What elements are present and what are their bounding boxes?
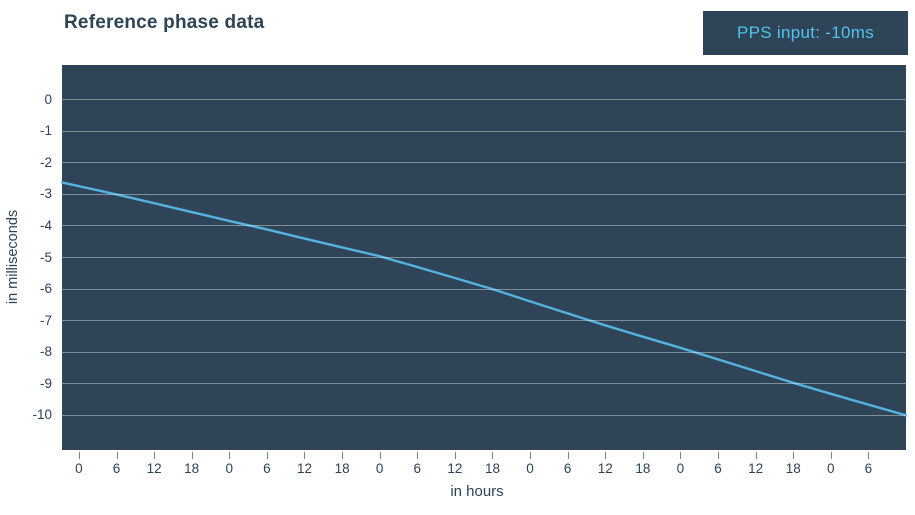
x-tick-mark [680,452,682,459]
x-tick-label: 6 [263,461,271,476]
y-tick-label: -4 [39,217,52,233]
x-tick-label: 6 [714,461,722,476]
x-tick-label: 6 [413,461,422,476]
x-tick-mark [868,452,870,459]
x-tick-mark [454,452,456,459]
gridline-y--4 [62,225,906,227]
x-tick-label: 12 [748,461,764,476]
x-tick-mark [793,452,795,459]
x-tick-label: 12 [447,461,463,476]
y-tick-label: -1 [39,123,52,139]
x-tick-mark [116,452,118,459]
x-tick-mark [342,452,344,459]
pps-input-badge: PPS input: -10ms [703,11,908,55]
gridline-y--5 [62,257,906,258]
x-tick-label: 12 [296,461,312,476]
y-tick-label: -8 [39,344,52,360]
x-tick-label: 0 [75,461,83,476]
y-tick-label: -2 [39,154,52,170]
x-tick-mark [718,452,720,459]
gridline-y--1 [62,130,906,132]
x-tick-label: 18 [785,461,801,476]
x-tick-mark [191,452,193,459]
x-tick-mark [755,452,757,459]
x-tick-label: 0 [827,461,835,476]
x-tick-mark [379,452,381,459]
x-tick-label: 0 [225,461,234,476]
x-tick-label: 18 [334,461,350,476]
pps-input-badge-label: PPS input: -10ms [736,23,875,42]
gridline-y--10 [62,414,906,416]
y-tick-label: -6 [39,281,52,297]
x-tick-mark [78,452,80,459]
x-tick-mark [605,452,607,459]
x-tick-label: 18 [184,461,200,476]
x-tick-mark [154,452,156,459]
x-tick-mark [567,452,569,459]
x-tick-label: 6 [864,461,873,476]
gridline-y--8 [62,351,906,353]
x-tick-mark [642,452,644,459]
x-tick-label: 12 [597,461,613,476]
x-tick-mark [266,452,268,459]
y-tick-label: -3 [39,186,52,202]
x-tick-mark [229,452,231,459]
x-tick-label: 6 [112,461,121,476]
y-tick-label: -10 [32,407,52,423]
plot-area [60,65,908,450]
x-tick-mark [530,452,532,459]
x-tick-label: 6 [563,461,572,476]
x-tick-label: 18 [635,461,651,476]
gridline-y--6 [62,288,906,290]
reference-phase-line [60,181,908,417]
gridline-y-0 [62,99,906,101]
y-tick-label: 0 [44,91,52,107]
x-tick-label: 12 [146,461,162,476]
page-title: Reference phase data [64,12,265,33]
gridline-y--2 [62,162,906,164]
gridline-y--7 [62,320,906,322]
x-tick-mark [304,452,306,459]
x-tick-mark [417,452,419,459]
y-tick-label: -7 [39,312,52,328]
y-tick-label: -9 [39,375,52,391]
x-tick-label: 0 [375,461,384,476]
y-tick-label: -5 [39,249,52,265]
gridline-y--9 [62,383,906,385]
gridline-y--3 [62,193,906,195]
x-tick-label: 0 [676,461,685,476]
x-tick-label: 0 [526,461,534,476]
x-tick-mark [492,452,494,459]
x-axis-title: in hours [450,483,504,500]
x-tick-label: 18 [484,461,500,476]
phase-line-chart [60,181,908,417]
x-tick-mark [830,452,832,459]
